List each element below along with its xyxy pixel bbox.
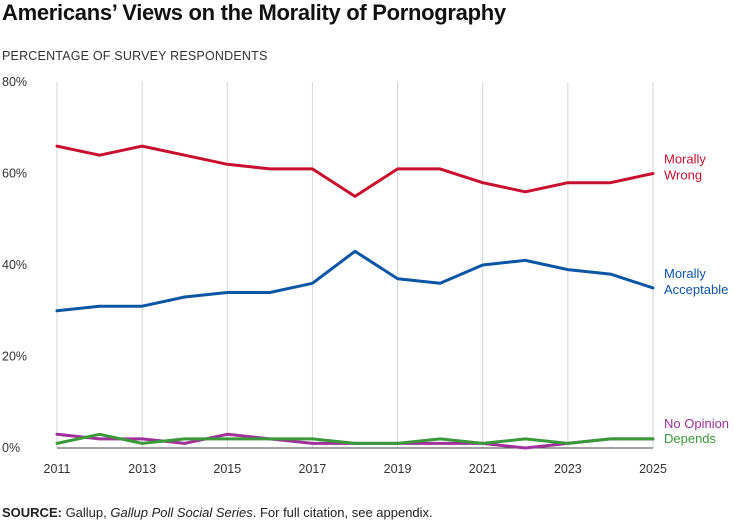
- x-tick-label: 2025: [639, 462, 667, 476]
- series-label: No Opinion: [664, 416, 729, 431]
- source-publication: Gallup Poll Social Series: [110, 505, 253, 520]
- source-text-before: Gallup,: [61, 505, 111, 520]
- series-line-depends: [55, 432, 655, 445]
- source-note: SOURCE: Gallup, Gallup Poll Social Serie…: [2, 505, 433, 520]
- x-tick-label: 2021: [469, 462, 497, 476]
- series-line-morally-acceptable: [55, 249, 655, 313]
- y-tick-label: 40%: [2, 258, 27, 272]
- x-tick-label: 2017: [299, 462, 327, 476]
- x-tick-label: 2013: [128, 462, 156, 476]
- y-tick-label: 20%: [2, 350, 27, 364]
- y-axis-caption: PERCENTAGE OF SURVEY RESPONDENTS: [2, 49, 268, 63]
- line-chart: 0% 20% 40% 60% 80% 2011 2013 2015 2017 2019 2021 2…: [2, 75, 729, 476]
- series-label: Depends: [664, 431, 717, 446]
- series-label: Morally: [664, 152, 706, 167]
- chart-title: Americans’ Views on the Morality of Porn…: [2, 0, 506, 25]
- x-tick-label: 2011: [44, 462, 71, 476]
- series-label: Wrong: [664, 168, 702, 183]
- x-tick-label: 2023: [554, 462, 582, 476]
- series-label: Morally: [664, 266, 706, 281]
- source-text-after: . For full citation, see appendix.: [252, 505, 433, 520]
- x-tick-label: 2019: [384, 462, 412, 476]
- y-tick-label: 0%: [2, 441, 20, 455]
- series-line-morally-wrong: [55, 144, 655, 198]
- series-line-no-opinion: [55, 432, 655, 450]
- source-label: SOURCE:: [2, 505, 62, 520]
- x-tick-label: 2015: [213, 462, 241, 476]
- y-tick-label: 60%: [2, 167, 27, 181]
- series-label: Acceptable: [664, 282, 728, 297]
- y-tick-label: 80%: [2, 75, 27, 89]
